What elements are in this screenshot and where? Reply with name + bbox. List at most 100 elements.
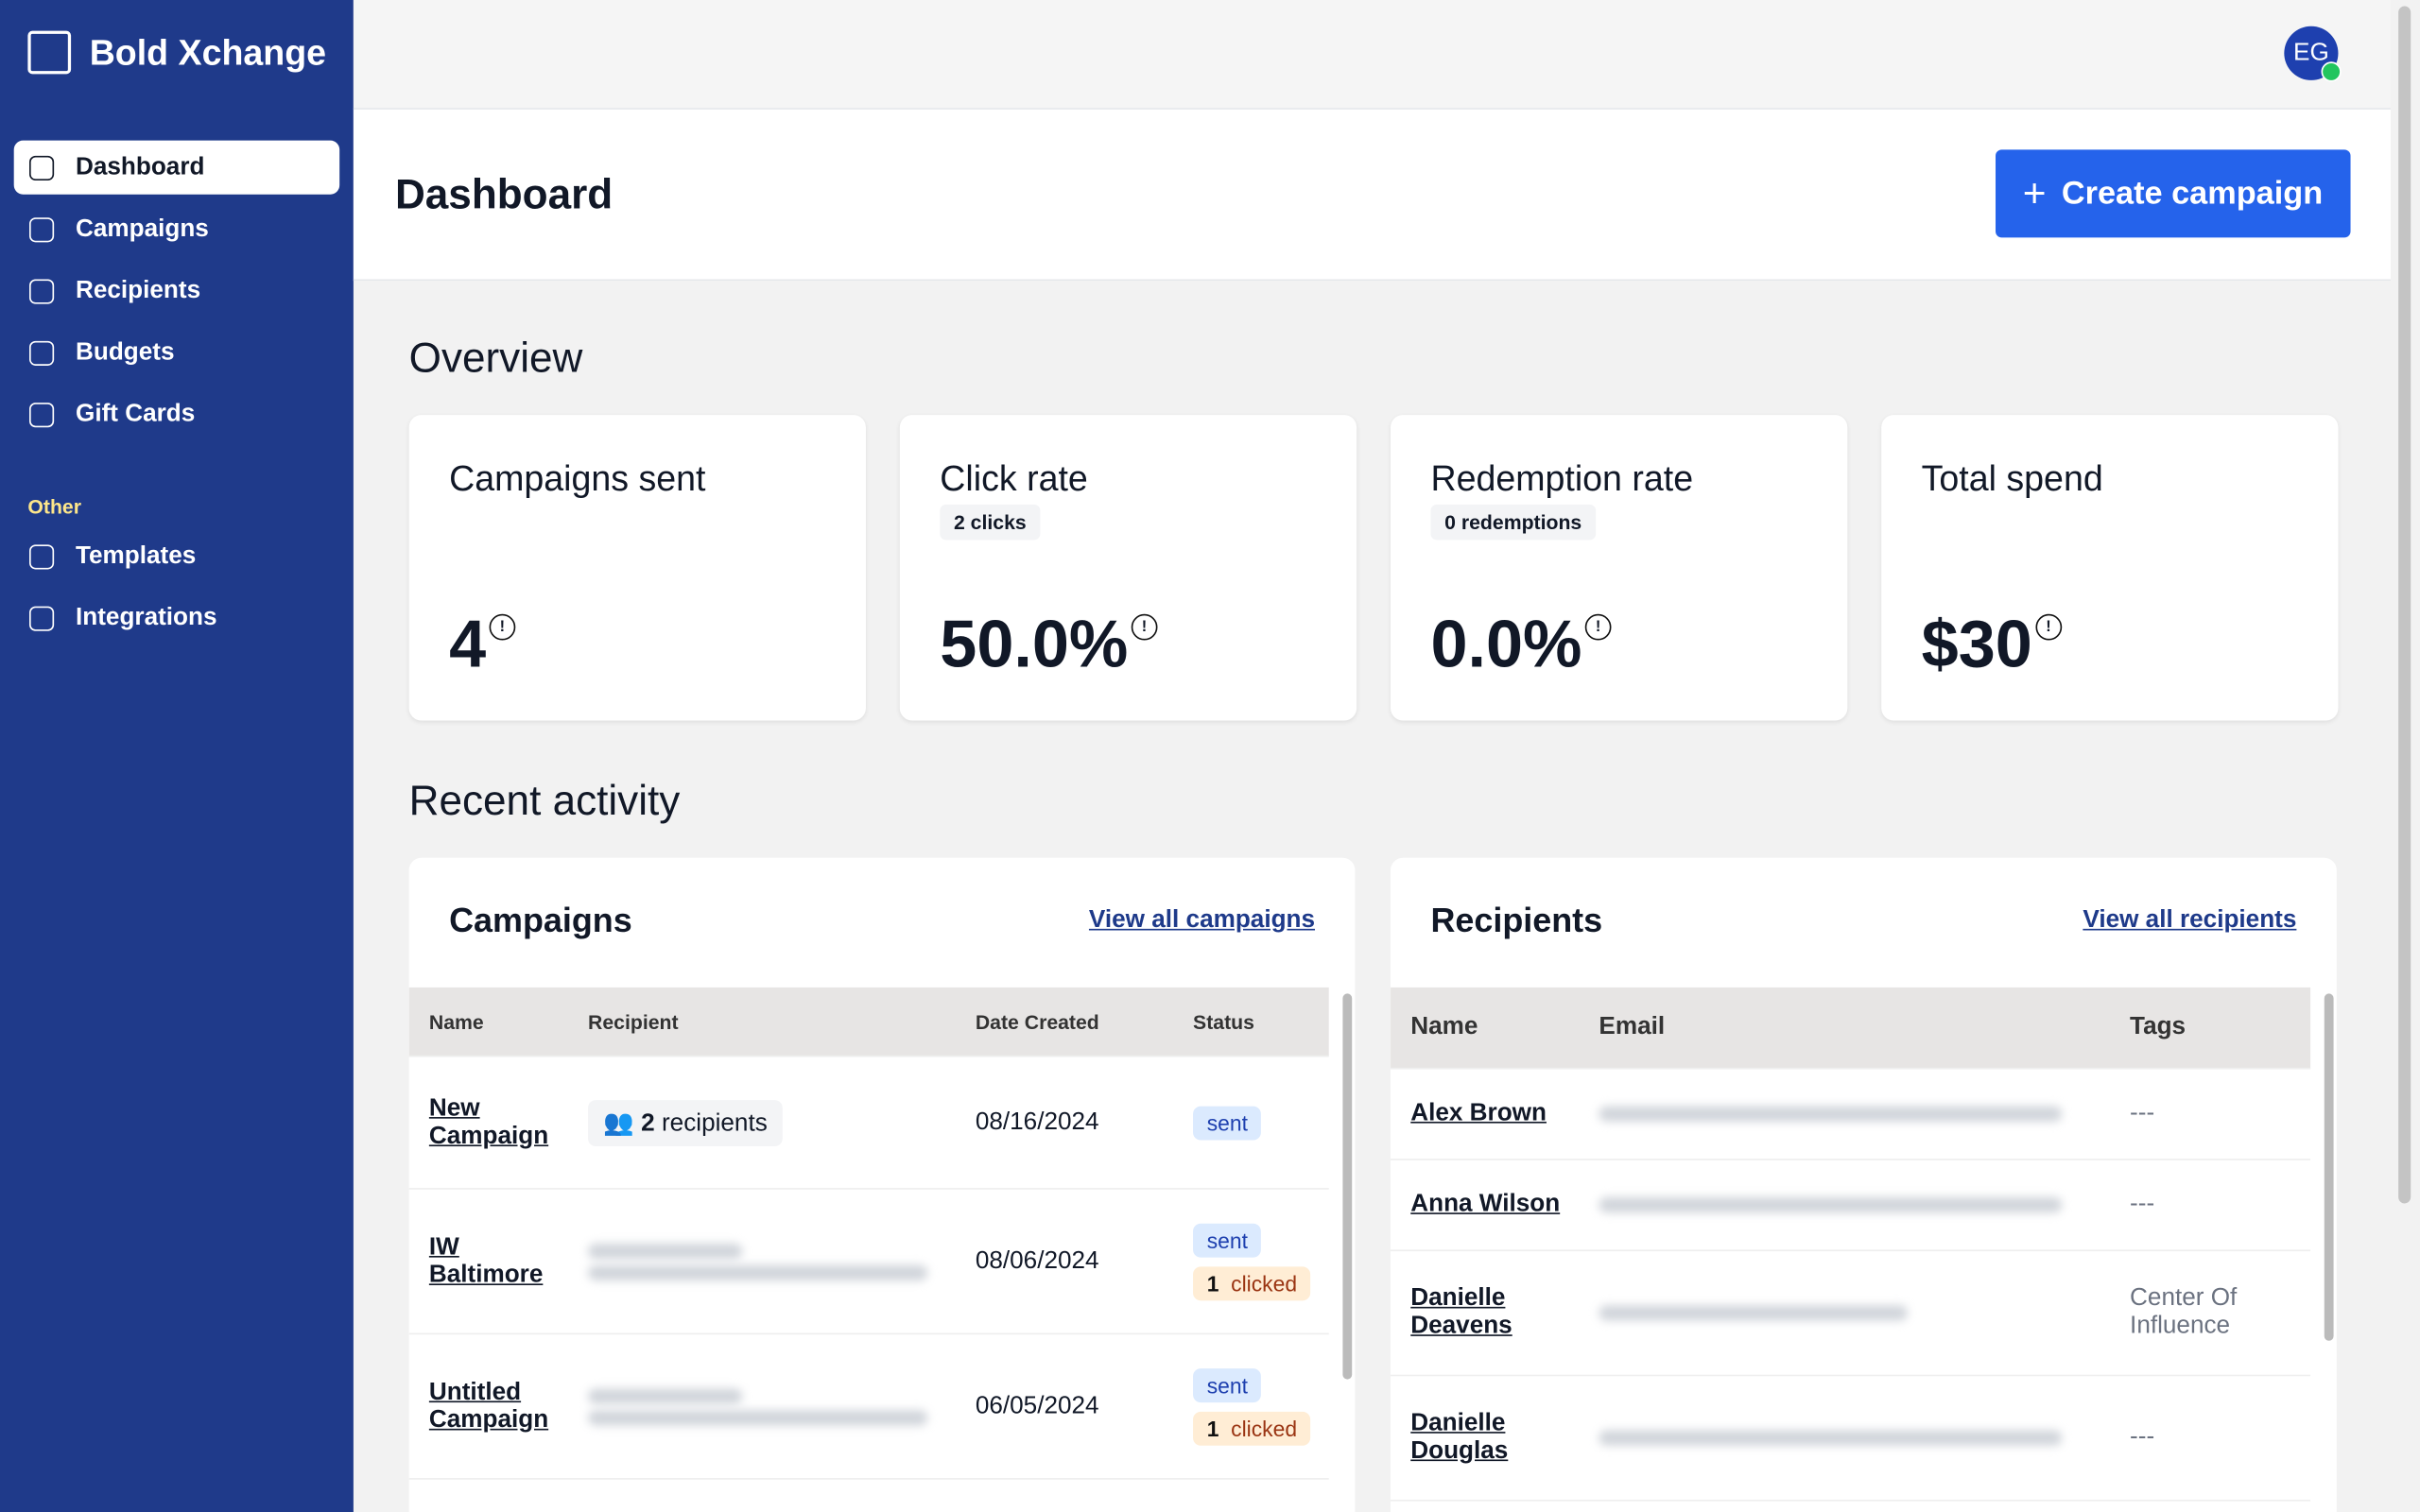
create-button[interactable]: + Create campaign — [1995, 149, 2351, 238]
section-title: Recent activity — [408, 777, 681, 824]
recipient-name[interactable]: Danielle Deavens — [1410, 1284, 1512, 1340]
value: $30 — [1921, 608, 2032, 682]
stat-badge: 2 clicks — [940, 504, 1041, 541]
column-header: Date Created — [975, 1009, 1099, 1034]
logo — [27, 30, 72, 75]
clicked-count: 1 — [1206, 1415, 1219, 1441]
info-icon[interactable]: ! — [1584, 613, 1612, 641]
status-pill: sent — [1193, 1105, 1262, 1140]
stat-label: Redemption rate — [1430, 457, 1694, 499]
nav-icon — [29, 278, 55, 303]
table-row: Danielle Douglas --- — [1391, 1376, 2311, 1502]
blurred-recipient — [588, 1387, 956, 1425]
cell: Untitled Campaign — [409, 1379, 568, 1435]
clicked-label: clicked — [1231, 1270, 1298, 1296]
cell: Center Of Influence — [2130, 1284, 2238, 1340]
nav-label: Integrations — [75, 604, 217, 630]
cell: Alex Brown — [1391, 1100, 1579, 1127]
recipient-label: recipients — [661, 1109, 768, 1137]
table-row: Alex Brown --- — [1391, 1069, 2311, 1160]
campaign-name[interactable]: IW Baltimore — [428, 1233, 544, 1288]
blurred-email — [1599, 1305, 1908, 1321]
nav-item[interactable]: Gift Cards — [14, 387, 339, 441]
cell: --- — [2130, 1100, 2155, 1126]
cell: Danielle Deavens — [1391, 1285, 1579, 1341]
brand-name: Bold Xchange — [89, 31, 327, 72]
campaign-name[interactable]: New Campaign — [428, 1094, 549, 1149]
avatar[interactable]: EG — [2284, 26, 2342, 82]
clicked: 1 clicked — [1193, 1257, 1329, 1300]
stat-card: Click rate 2 clicks 50.0%! — [899, 415, 1357, 721]
nav-label: Gift Cards — [75, 400, 196, 427]
blur — [588, 1409, 928, 1425]
nav-label: Campaigns — [75, 215, 209, 242]
cell: sent 1 clicked — [1173, 1222, 1329, 1300]
nav-icon — [29, 216, 55, 242]
nav-item[interactable]: Recipients — [14, 264, 339, 318]
cell: sent — [1173, 1105, 1329, 1140]
stat-value: $30! — [1922, 608, 2062, 683]
info-icon[interactable]: ! — [1131, 613, 1158, 641]
scrollbar — [2324, 993, 2334, 1341]
cell — [1579, 1191, 2110, 1218]
nav-item[interactable]: Templates — [14, 529, 339, 583]
table-row: Untitled Campaign 06/05/2024 sent 1 clicked — [408, 1334, 1329, 1480]
nav-label: Recipients — [75, 277, 201, 303]
icon: 👥 — [603, 1109, 642, 1137]
plus-icon: + — [2022, 169, 2047, 216]
cell — [568, 1382, 956, 1431]
clicked: 1 clicked — [1193, 1401, 1329, 1445]
stat-value: 4! — [449, 608, 516, 683]
stat-value: 0.0%! — [1430, 608, 1612, 683]
nav-item[interactable]: Budgets — [14, 325, 339, 379]
view-all-link[interactable]: View all recipients — [2083, 906, 2297, 934]
nav-item[interactable]: Campaigns — [14, 202, 339, 256]
column-header: Tags — [2130, 1013, 2187, 1040]
value: 4 — [449, 608, 487, 682]
status-dot — [2321, 61, 2342, 82]
cell: --- — [2130, 1191, 2155, 1218]
table-header: Name Recipient Date Created Status — [408, 987, 1329, 1057]
main-nav: Dashboard Campaigns Recipients Budgets Gift … — [13, 140, 340, 450]
info-icon[interactable]: ! — [2035, 613, 2062, 641]
cell — [1579, 1100, 2110, 1127]
nav-icon — [29, 402, 55, 427]
cell: Danielle Douglas — [1391, 1410, 1579, 1466]
panel-title: Campaigns — [449, 901, 632, 940]
cell — [1579, 1424, 2110, 1452]
recipients-panel: Recipients View all recipients Name Email Ta… — [1391, 857, 2337, 1512]
nav-item[interactable]: Dashboard — [13, 140, 340, 195]
nav-label: Dashboard — [75, 153, 205, 180]
table-row: IW Baltimore 08/06/2024 sent 1 clicked — [408, 1190, 1329, 1335]
status-pill: sent — [1193, 1367, 1262, 1402]
page-scrollbar — [2398, 6, 2411, 1204]
recipient-name[interactable]: Danielle Douglas — [1410, 1410, 1509, 1465]
nav-label: Budgets — [75, 338, 175, 366]
view-all-link[interactable]: View all campaigns — [1088, 906, 1316, 934]
panel-title: Recipients — [1430, 901, 1603, 940]
table-row: Danielle Deavens Center Of Influence — [1391, 1251, 2311, 1377]
stat-label: Click rate — [940, 457, 1088, 499]
blur — [588, 1387, 743, 1403]
clicked-label: clicked — [1231, 1415, 1298, 1441]
recipient-chip: 👥 2 recipients — [588, 1099, 784, 1146]
initials: EG — [2293, 39, 2329, 66]
nav-heading: Other — [27, 495, 81, 519]
nav-item[interactable]: Integrations — [14, 591, 339, 644]
stat-label: Campaigns sent — [449, 457, 706, 499]
recipient-name[interactable]: Alex Brown — [1410, 1100, 1547, 1126]
cell — [568, 1237, 956, 1286]
column-header: Status — [1193, 1009, 1254, 1034]
column-header: Email — [1599, 1013, 1666, 1040]
recipient-count: 2 — [641, 1109, 655, 1137]
recipient-name[interactable]: Anna Wilson — [1410, 1191, 1561, 1218]
stat-label: Total spend — [1921, 457, 2103, 499]
campaign-name[interactable]: Untitled Campaign — [428, 1378, 549, 1433]
cell: --- — [2130, 1423, 2155, 1451]
page-header: Dashboard + Create campaign — [353, 109, 2391, 282]
info-icon[interactable]: ! — [489, 613, 516, 641]
page-title: Dashboard — [394, 171, 614, 218]
